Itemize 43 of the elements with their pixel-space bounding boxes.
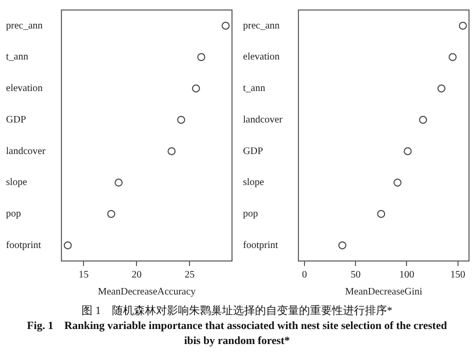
y-tick-label: pop	[6, 208, 21, 220]
x-axis-title: MeanDecreaseAccuracy	[98, 286, 196, 298]
point	[197, 53, 206, 62]
caption: Fig. 1 Ranking variable importance that associated with nest site selection of the crested ibis by random forest*	[26, 319, 448, 349]
x-tick-label: 100	[399, 270, 414, 281]
y-tick-label: elevation	[6, 83, 43, 94]
point	[168, 147, 176, 156]
caption: 图 1 随机森林对影响朱鹮巢址选择的自变量的重要性进行排序*	[80, 304, 394, 319]
x-tick-label: 20	[132, 270, 142, 281]
y-tick-label: footprint	[6, 240, 42, 251]
y-tick-label: slope	[243, 177, 265, 188]
x-tick-label: 150	[450, 270, 466, 281]
y-tick-label: footprint	[243, 240, 278, 251]
point	[64, 241, 72, 250]
point	[377, 210, 386, 218]
point	[404, 147, 412, 156]
point	[448, 53, 457, 62]
y-tick-label: pop	[243, 208, 258, 220]
y-tick-label: GDP	[6, 114, 26, 126]
x-axis-title: MeanDecreaseGini	[345, 286, 423, 298]
point	[192, 84, 200, 92]
x-tick-label: 15	[78, 270, 89, 281]
x-tick-label: 25	[184, 270, 195, 281]
y-tick-label: GDP	[243, 146, 264, 157]
point	[338, 241, 346, 250]
point	[114, 178, 123, 187]
point	[177, 116, 186, 124]
x-tick-label: 0	[302, 270, 308, 281]
point	[107, 210, 116, 218]
x-tick-label: 50	[350, 270, 361, 281]
y-tick-label: prec_ann	[243, 20, 280, 32]
point	[394, 178, 402, 187]
y-tick-label: slope	[6, 177, 28, 188]
y-tick-label: elevation	[243, 52, 280, 63]
y-tick-label: landcover	[6, 146, 46, 157]
y-tick-label: prec_ann	[6, 20, 43, 32]
y-tick-label: landcover	[243, 114, 284, 126]
point	[419, 116, 428, 124]
point	[222, 22, 230, 30]
y-tick-label: t_ann	[6, 52, 28, 63]
y-tick-label: t_ann	[243, 83, 266, 94]
point	[437, 84, 446, 92]
point	[458, 22, 467, 30]
